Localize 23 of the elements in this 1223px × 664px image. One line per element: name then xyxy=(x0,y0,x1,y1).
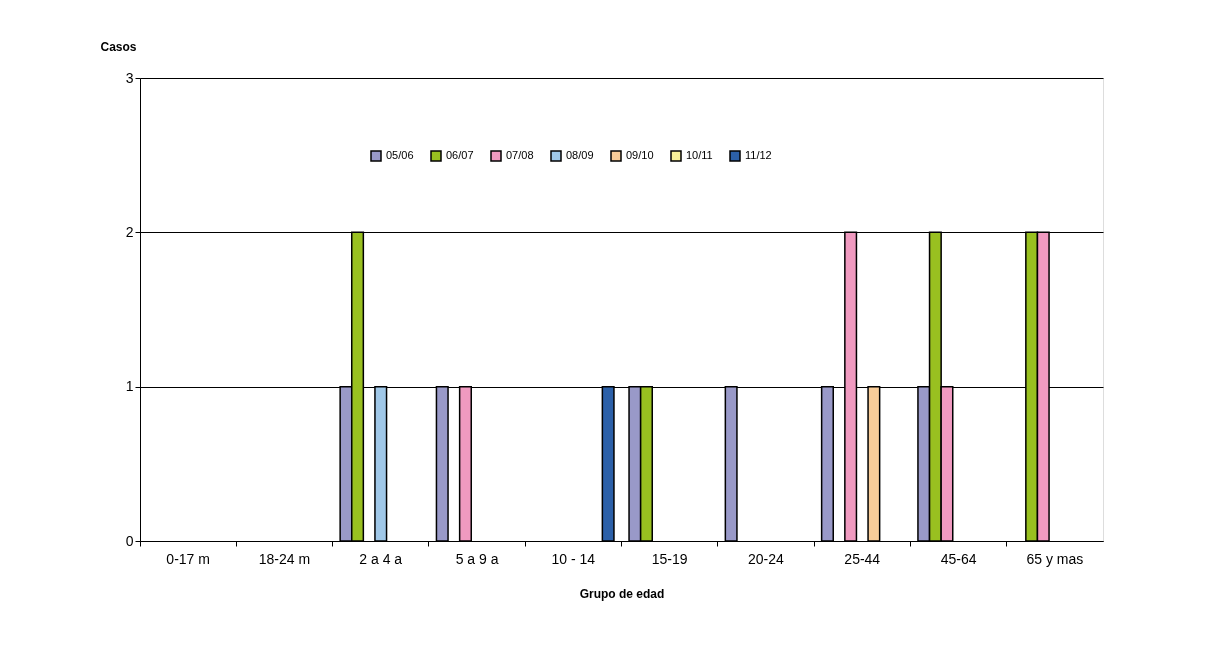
x-tick-label: 25-44 xyxy=(844,550,881,567)
legend-label: 10/11 xyxy=(686,149,713,161)
x-tick-label: 20-24 xyxy=(748,550,785,567)
x-tick-label: 10 - 14 xyxy=(551,550,596,567)
x-axis-title: Grupo de edad xyxy=(579,586,665,601)
legend-label: 05/06 xyxy=(386,149,414,161)
y-tick-label: 2 xyxy=(125,223,134,240)
x-tick-label: 18-24 m xyxy=(258,550,311,567)
legend-label: 08/09 xyxy=(566,149,594,161)
legend-label: 09/10 xyxy=(626,149,654,161)
legend-label: 11/12 xyxy=(745,149,772,161)
y-axis-title: Casos xyxy=(100,39,137,54)
legend-label: 07/08 xyxy=(506,149,534,161)
y-tick-label: 3 xyxy=(125,69,134,86)
x-tick-label: 2 a 4 a xyxy=(359,550,403,567)
x-tick-label: 15-19 xyxy=(651,550,688,567)
legend-label: 06/07 xyxy=(446,149,474,161)
x-tick-label: 5 a 9 a xyxy=(455,550,499,567)
x-tick-label: 65 y mas xyxy=(1026,550,1084,567)
y-tick-label: 1 xyxy=(125,378,134,395)
y-tick-label: 0 xyxy=(125,532,134,549)
x-tick-label: 0-17 m xyxy=(166,550,210,567)
x-tick-label: 45-64 xyxy=(940,550,977,567)
